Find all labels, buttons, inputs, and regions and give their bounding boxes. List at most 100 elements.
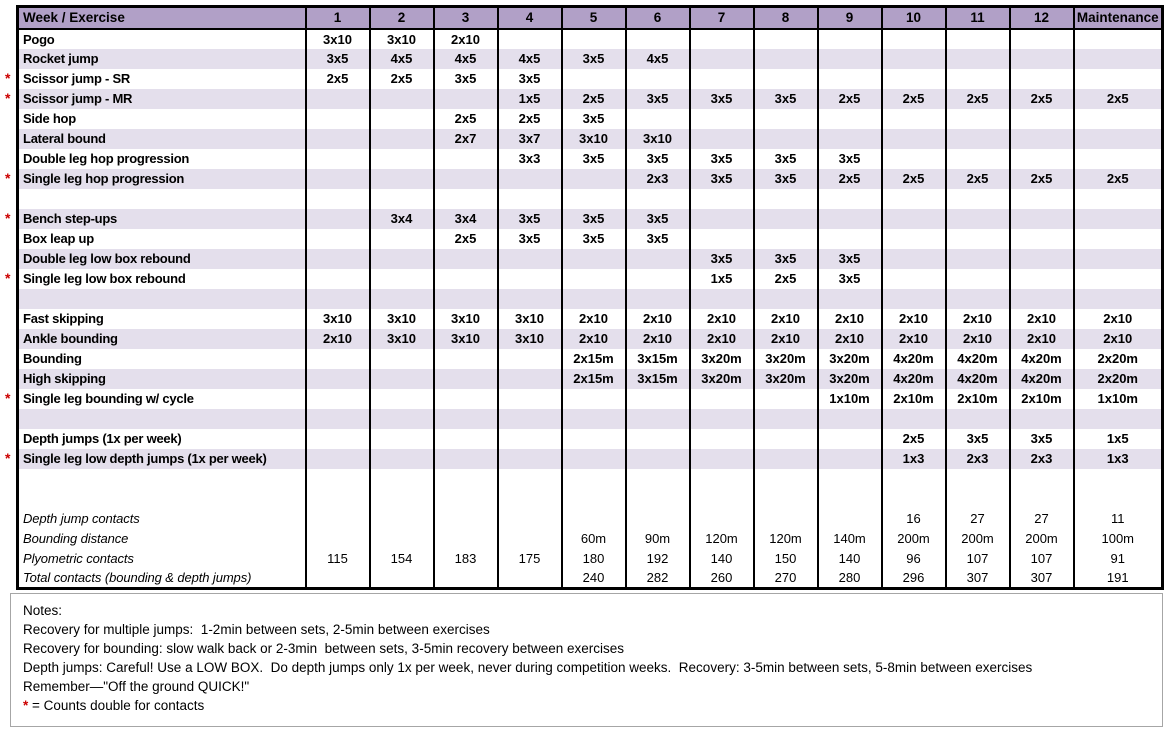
- value-cell: [1072, 48, 1164, 69]
- value-cell: 1x5: [1072, 428, 1164, 449]
- value-cell: 240: [560, 568, 627, 589]
- value-cell: [496, 528, 563, 549]
- double-contacts-asterisk: *: [5, 209, 11, 226]
- value-cell: [368, 368, 435, 389]
- value-cell: [944, 268, 1011, 289]
- value-cell: [816, 188, 883, 209]
- value-cell: [432, 188, 499, 209]
- value-cell: 2x10: [1008, 328, 1075, 349]
- value-cell: [496, 568, 563, 589]
- exercise-label: Side hop: [16, 108, 307, 129]
- week-column-header: 10: [880, 6, 947, 30]
- value-cell: [752, 448, 819, 469]
- value-cell: 2x5: [368, 68, 435, 89]
- value-cell: 150: [752, 548, 819, 569]
- table-row: * Single leg bounding w/ cycle 1x10m 2x10m 2…: [5, 388, 1164, 409]
- value-cell: 3x5: [688, 88, 755, 109]
- value-cell: [624, 288, 691, 309]
- value-cell: [496, 388, 563, 409]
- value-cell: [432, 468, 499, 489]
- value-cell: [304, 488, 371, 509]
- value-cell: [880, 208, 947, 229]
- value-cell: 3x7: [496, 128, 563, 149]
- value-cell: 3x5: [624, 208, 691, 229]
- value-cell: [1008, 468, 1075, 489]
- value-cell: 3x5: [432, 68, 499, 89]
- value-cell: [752, 68, 819, 89]
- value-cell: [496, 368, 563, 389]
- value-cell: 2x5: [944, 88, 1011, 109]
- value-cell: 2x5: [560, 88, 627, 109]
- value-cell: 3x5: [624, 88, 691, 109]
- value-cell: 107: [944, 548, 1011, 569]
- value-cell: 2x3: [944, 448, 1011, 469]
- value-cell: [752, 388, 819, 409]
- value-cell: 3x3: [496, 148, 563, 169]
- double-contacts-asterisk: *: [5, 69, 11, 86]
- value-cell: 107: [1008, 548, 1075, 569]
- value-cell: [432, 168, 499, 189]
- value-cell: 180: [560, 548, 627, 569]
- value-cell: 2x5: [1072, 168, 1164, 189]
- week-column-header: 3: [432, 6, 499, 30]
- value-cell: 3x20m: [816, 348, 883, 369]
- value-cell: 4x20m: [880, 348, 947, 369]
- value-cell: [1072, 28, 1164, 49]
- value-cell: [688, 468, 755, 489]
- value-cell: 3x10: [368, 328, 435, 349]
- table-body: Pogo 3x10 3x10 2x10 Rocket jump 3x5 4x5 4x5 4x5 3…: [5, 28, 1164, 589]
- value-cell: 2x10: [560, 308, 627, 329]
- value-cell: [1072, 468, 1164, 489]
- value-cell: [560, 388, 627, 409]
- value-cell: [304, 108, 371, 129]
- value-cell: [368, 288, 435, 309]
- exercise-label: * Single leg hop progression: [5, 168, 307, 189]
- value-cell: 140m: [816, 528, 883, 549]
- value-cell: [496, 288, 563, 309]
- value-cell: 2x3: [1008, 448, 1075, 469]
- table-row: Plyometric contacts 115 154 183 175 180 192 140…: [16, 548, 1164, 569]
- value-cell: [560, 508, 627, 529]
- spacer-row: [16, 408, 1164, 429]
- value-cell: 2x3: [624, 168, 691, 189]
- value-cell: 3x4: [432, 208, 499, 229]
- value-cell: [1008, 28, 1075, 49]
- value-cell: [560, 468, 627, 489]
- double-contacts-asterisk: *: [5, 89, 11, 106]
- value-cell: 4x5: [624, 48, 691, 69]
- exercise-label: [16, 288, 307, 309]
- value-cell: 307: [944, 568, 1011, 589]
- value-cell: 3x20m: [688, 368, 755, 389]
- value-cell: 2x5: [816, 168, 883, 189]
- double-contacts-asterisk: *: [5, 449, 11, 466]
- value-cell: [1072, 188, 1164, 209]
- value-cell: [304, 288, 371, 309]
- value-cell: [304, 228, 371, 249]
- value-cell: [624, 388, 691, 409]
- exercise-label: Plyometric contacts: [16, 548, 307, 569]
- value-cell: 120m: [688, 528, 755, 549]
- value-cell: 3x5: [560, 208, 627, 229]
- exercise-label: * Single leg bounding w/ cycle: [5, 388, 307, 409]
- table-row: * Single leg hop progression 2x3 3x5 3x5 2x5 2…: [5, 168, 1164, 189]
- value-cell: 3x5: [560, 228, 627, 249]
- value-cell: [944, 408, 1011, 429]
- value-cell: [368, 188, 435, 209]
- table-row: * Scissor jump - MR 1x5 2x5 3x5 3x5 3x5 2x5 2x5 2…: [5, 88, 1164, 109]
- value-cell: 191: [1072, 568, 1164, 589]
- value-cell: [624, 68, 691, 89]
- value-cell: [624, 468, 691, 489]
- week-column-header: 7: [688, 6, 755, 30]
- value-cell: [304, 208, 371, 229]
- exercise-label: * Single leg low box rebound: [5, 268, 307, 289]
- value-cell: 2x10: [688, 328, 755, 349]
- value-cell: [368, 468, 435, 489]
- value-cell: [816, 208, 883, 229]
- value-cell: [368, 388, 435, 409]
- exercise-label: [16, 408, 307, 429]
- value-cell: [688, 408, 755, 429]
- value-cell: [944, 288, 1011, 309]
- value-cell: 3x10: [432, 308, 499, 329]
- value-cell: 3x5: [688, 148, 755, 169]
